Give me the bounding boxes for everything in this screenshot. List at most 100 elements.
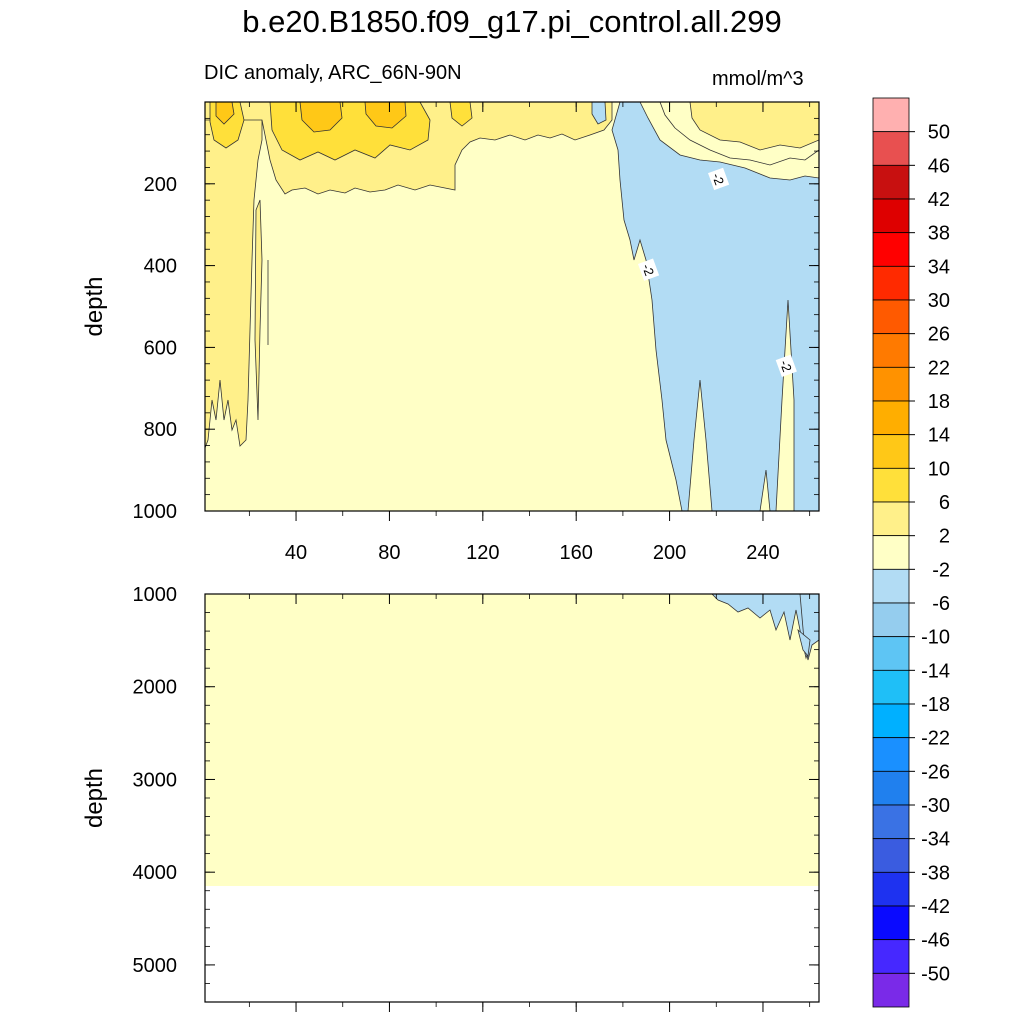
y-tick-label: 400 [144,256,177,278]
y-axis-title: depth [81,276,108,336]
units-label: mmol/m^3 [712,68,804,90]
colorbar-label: -18 [921,694,950,716]
colorbar-label: 26 [928,324,950,346]
colorbar-label: -38 [921,862,950,884]
colorbar-label: -50 [921,963,950,985]
colorbar-box [872,905,910,941]
colorbar-label: -30 [921,795,950,817]
chart-title: b.e20.B1850.f09_g17.pi_control.all.299 [242,4,782,39]
contour-label-text: -2 [777,358,795,374]
y-tick-label: 3000 [133,769,178,791]
x-tick-label: 120 [466,542,499,564]
colorbar-box [872,737,910,772]
fill-negative-right [611,102,819,511]
y-tick-label: 600 [144,337,177,359]
colorbar-label: -46 [921,930,950,952]
axis-ticks: 200 400 600 800 1000 40 80 120 160 200 240 depth 100… [81,101,819,1012]
upper-panel-frame [204,101,820,512]
colorbar-box [872,232,910,267]
fill-ten-fourteen-2 [299,102,343,133]
colorbar-label: -2 [932,559,950,581]
contour-labels: -2 -2 -2 [637,167,797,377]
colorbar-box [872,97,910,133]
y-tick-label: 4000 [133,862,178,884]
colorbar-box [872,265,910,301]
colorbar-box [872,939,910,974]
fill-negative-deep-tail [797,628,811,657]
colorbar-label: 50 [928,122,950,144]
colorbar-label: -14 [921,660,950,682]
colorbar-box [872,703,910,739]
colorbar-box [872,972,910,1008]
colorbar-label: -42 [921,896,950,918]
colorbar-label: -26 [921,761,950,783]
fill-positive-left-strip-2 [254,199,263,421]
colorbar-label: -34 [921,829,950,851]
colorbar-box [872,770,910,806]
colorbar-label: 14 [928,425,950,447]
y-tick-label: 200 [144,174,177,196]
colorbar-box [872,366,910,402]
colorbar-label: 38 [928,223,950,245]
contour-label-text: -2 [709,171,727,187]
x-tick-label: 240 [746,542,779,564]
contour-label-bg [637,258,660,281]
lower-panel-fills [205,594,819,886]
colorbar-box [872,434,910,469]
fill-positive-right-shelf-top [689,102,819,151]
colorbar-box [872,568,910,604]
colorbar-box [872,871,910,907]
colorbar-box [872,804,910,840]
contour-label-bg [708,167,730,191]
contour-label: -2 [708,167,730,191]
y-tick-label: 1000 [133,501,178,523]
colorbar-box [872,164,910,200]
colorbar-label: 2 [939,526,950,548]
y-tick-label: 2000 [133,677,178,699]
colorbar: 50 46 42 38 34 30 26 22 18 14 10 6 2 -2 -6 -10 -14 -18 -22… [872,97,950,1008]
colorbar-box [872,198,910,234]
fill-near-zero-deep [205,594,819,886]
x-tick-label: 80 [378,542,400,564]
fill-positive-left-strip [205,102,263,449]
colorbar-box [872,636,910,671]
colorbar-label: 42 [928,189,950,211]
x-tick-label: 200 [653,542,686,564]
colorbar-box [872,131,910,166]
y-axis-title: depth [81,768,108,828]
chart-subtitle: DIC anomaly, ARC_66N-90N [204,62,462,84]
colorbar-box [872,535,910,570]
colorbar-label: 46 [928,155,950,177]
colorbar-box [872,333,910,368]
contour-label: -2 [637,258,660,281]
y-tick-label: 800 [144,419,177,441]
colorbar-box [872,299,910,335]
colorbar-box [872,400,910,436]
colorbar-label: 22 [928,357,950,379]
colorbar-label: 30 [928,290,950,312]
colorbar-label: 6 [939,492,950,514]
colorbar-label: 34 [928,256,950,278]
fill-ten-fourteen-3 [364,102,407,129]
colorbar-label: 10 [928,458,950,480]
fill-six-ten-pocket-3 [449,102,473,127]
colorbar-box [872,602,910,638]
fill-ten-fourteen-1 [215,102,235,125]
contour-label-bg [775,354,797,377]
colorbar-box [872,501,910,537]
upper-panel-fills [205,102,819,511]
colorbar-label: -6 [932,593,950,615]
contour-label: -2 [775,354,797,377]
colorbar-box [872,467,910,503]
x-tick-label: 40 [285,542,307,564]
fill-negative-small-top [591,102,607,125]
colorbar-box [872,838,910,873]
x-tick-label: 160 [560,542,593,564]
y-tick-label: 5000 [133,955,178,977]
colorbar-box [872,669,910,705]
contour-label-text: -2 [639,262,657,278]
y-tick-label: 1000 [133,584,178,606]
colorbar-label: -22 [921,728,950,750]
colorbar-label: 18 [928,391,950,413]
